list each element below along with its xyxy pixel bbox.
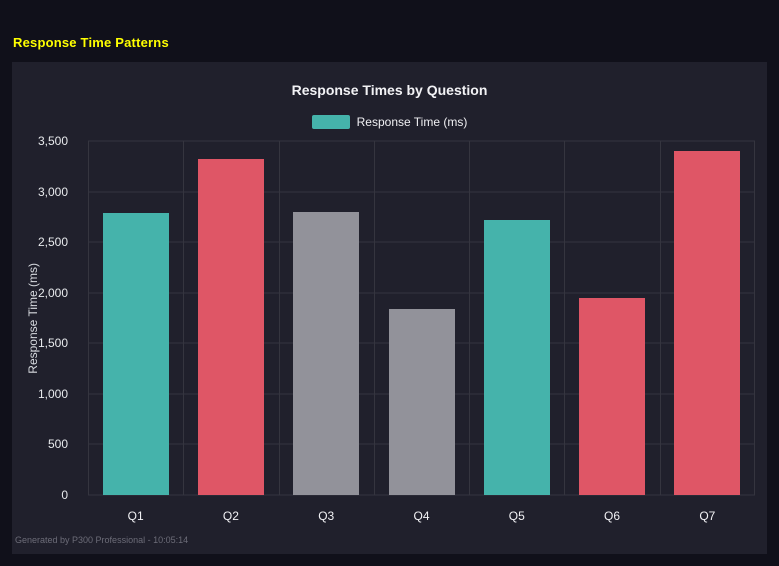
gridline-vertical [278,141,280,495]
gridline-vertical [754,141,755,495]
footer-text: Generated by P300 Professional - 10:05:1… [15,535,189,545]
gridline-vertical [469,141,471,495]
bar-q6 [579,297,646,495]
x-axis-label-q2: Q2 [222,509,239,523]
y-axis-tick-label: 1,500 [37,336,68,351]
x-axis-label-q4: Q4 [413,509,430,523]
y-axis-tick-label: 3,000 [37,184,68,199]
chart-panel: Response Times by Question Response Time… [12,62,767,554]
x-axis: Q1 Q2 Q3 Q4 Q5 Q6 Q7 [88,509,755,525]
x-axis-label-q1: Q1 [127,509,144,523]
gridline-vertical [564,141,566,495]
gridline-vertical [659,141,661,495]
bar-q2 [197,159,264,495]
legend-label: Response Time (ms) [356,115,468,129]
x-axis-label-q6: Q6 [604,509,621,523]
page-title: Response Time Patterns [13,35,169,50]
y-axis-tick-label: 1,000 [37,386,68,401]
bar-q3 [293,211,360,495]
legend-item-response-time[interactable]: Response Time (ms) [12,115,767,129]
gridline-horizontal [88,494,755,496]
bar-q4 [388,308,455,495]
gridline-horizontal [88,140,755,142]
x-axis-label-q3: Q3 [318,509,335,523]
y-axis-tick-label: 0 [61,488,68,502]
bar-q1 [102,212,169,495]
chart-title: Response Times by Question [291,82,488,98]
bar-q7 [674,151,741,495]
y-axis-tick-label: 3,500 [37,134,68,148]
gridline-horizontal [88,292,755,294]
x-axis-label-q5: Q5 [508,509,525,523]
y-axis: 0 500 1,000 1,500 2,000 2,500 3,000 3,500 [12,134,78,502]
gridline-horizontal [88,241,755,243]
gridline-vertical [183,141,185,495]
gridline-vertical [88,141,89,495]
y-axis-tick-label: 2,500 [37,235,68,250]
plot-area [88,140,755,496]
x-axis-label-q7: Q7 [699,509,716,523]
bar-q5 [483,219,550,495]
legend-swatch [311,115,350,129]
gridline-horizontal [88,191,755,193]
gridline-vertical [373,141,375,495]
y-axis-tick-label: 2,000 [37,285,68,300]
y-axis-tick-label: 500 [47,437,68,452]
